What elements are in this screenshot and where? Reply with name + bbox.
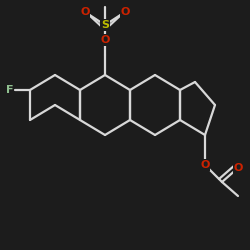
Text: O: O bbox=[233, 163, 243, 173]
Text: O: O bbox=[80, 7, 90, 17]
Text: O: O bbox=[100, 35, 110, 45]
Text: O: O bbox=[120, 7, 130, 17]
Text: F: F bbox=[6, 85, 14, 95]
Text: O: O bbox=[200, 160, 210, 170]
Text: S: S bbox=[101, 20, 109, 30]
